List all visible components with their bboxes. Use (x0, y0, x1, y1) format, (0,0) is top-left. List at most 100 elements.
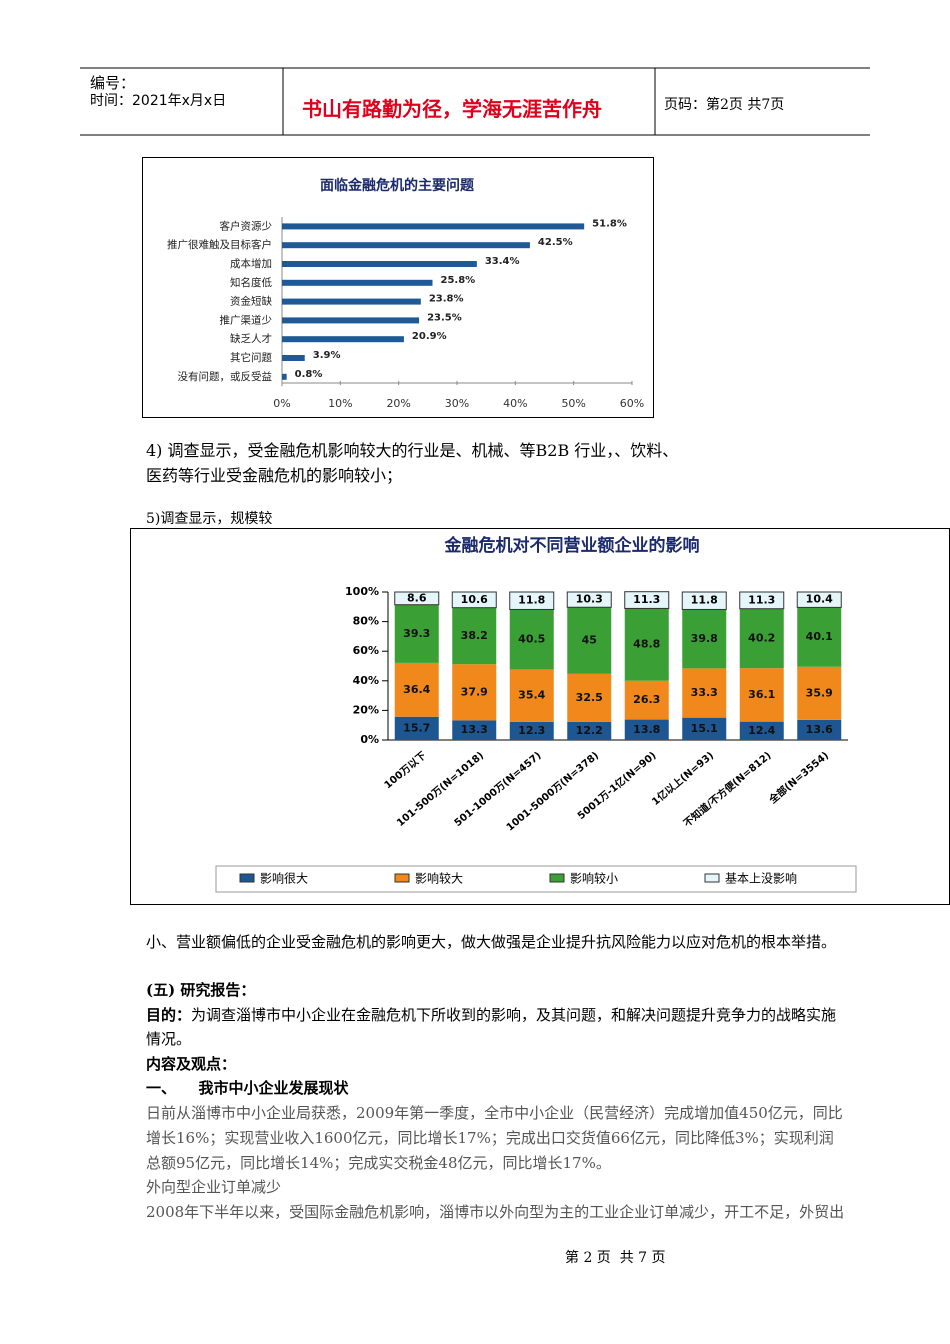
value-label: 8.6 (407, 591, 427, 604)
bar-segment (797, 666, 842, 720)
value-label: 3.9% (313, 350, 341, 361)
value-label: 39.8 (691, 632, 718, 645)
value-label: 51.8% (592, 218, 627, 229)
value-label: 13.6 (806, 723, 833, 736)
bar (282, 317, 420, 324)
x-tick-label: 1亿以上(N=93) (649, 749, 716, 808)
legend-box (215, 865, 857, 893)
value-label: 40.1 (806, 630, 833, 643)
legend-swatch (549, 873, 565, 883)
label: 目的： (146, 1006, 192, 1024)
value-label: 25.8% (441, 275, 476, 286)
bar-segment (682, 717, 727, 740)
bar-segment (509, 721, 554, 740)
value-label: 10.6 (461, 593, 488, 606)
bar-segment (509, 591, 555, 610)
bar-segment (566, 591, 612, 608)
value-label: 10.3 (576, 593, 603, 606)
y-tick-label: 0% (360, 733, 379, 746)
bar-segment (739, 591, 785, 610)
value-label: 15.7 (403, 721, 430, 734)
chart-title: 金融危机对不同营业额企业的影响 (444, 535, 700, 556)
bar (282, 223, 585, 230)
value-label: 35.4 (518, 689, 545, 702)
paragraph: 5)调查显示，规模较 (146, 511, 273, 527)
y-tick-label: 知名度低 (230, 276, 272, 289)
bar-segment (509, 669, 554, 722)
value-label: 36.4 (403, 683, 430, 696)
value-label: 33.4% (485, 256, 520, 267)
bar-segment (624, 719, 669, 740)
value-label: 32.5 (576, 691, 603, 704)
chart-title: 面临金融危机的主要问题 (320, 177, 475, 194)
bar-segment (394, 604, 439, 663)
x-tick-label: 40% (503, 397, 527, 410)
bar-segment (394, 591, 440, 606)
paragraph: 增长16%；实现营业收入1600亿元，同比增长17%；完成出口交货值66亿元，同… (146, 1129, 834, 1147)
bar-segment (567, 721, 612, 740)
legend-swatch (239, 873, 255, 883)
value-label: 23.8% (429, 294, 464, 305)
value-label: 35.9 (806, 686, 833, 699)
y-tick-label: 60% (353, 644, 379, 657)
bar-segment (624, 608, 669, 681)
bar (282, 373, 287, 380)
bar (282, 336, 404, 343)
value-label: 12.4 (748, 724, 775, 737)
heading: 一、 我市中小企业发展现状 (146, 1079, 349, 1097)
y-tick-label: 20% (353, 703, 379, 716)
value-label: 11.3 (748, 593, 775, 606)
bar-segment (682, 668, 727, 718)
bar-segment (567, 607, 612, 674)
bar (282, 261, 477, 267)
paragraph: 小、营业额偏低的企业受金融危机的影响更大，做大做强是企业提升抗风险能力以应对危机… (146, 933, 837, 951)
y-tick-label: 100% (345, 585, 379, 598)
value-label: 45 (582, 634, 597, 647)
number: 编号： (90, 74, 136, 92)
paragraph: 4) 调查显示，受金融危机影响较大的行业是、机械、等B2B 行业，、饮料、 (146, 441, 679, 460)
value-label: 37.9 (461, 685, 488, 698)
paragraph: 总额95亿元，同比增长14%；完成实交税金48亿元，同比增长17%。 (146, 1154, 611, 1172)
x-tick-label: 不知道/不方便(N=812) (681, 749, 774, 830)
y-tick-label: 推广很难触及目标客户 (167, 238, 272, 251)
time: 时间：2021年x月x日 (90, 93, 227, 109)
bar (282, 298, 421, 305)
bar-segment (452, 664, 497, 721)
bar-segment (451, 591, 497, 609)
value-label: 11.8 (518, 594, 545, 607)
heading: 外向型企业订单减少 (146, 1178, 282, 1196)
label: 内容及观点： (146, 1055, 237, 1073)
bar (282, 355, 305, 361)
value-label: 15.1 (691, 722, 718, 735)
x-tick-label: 全部(N=3554) (766, 749, 832, 807)
motto: 书山有路勤为径，学海无涯苦作舟 (302, 97, 602, 121)
y-tick-label: 成本增加 (230, 257, 272, 270)
bar-segment (394, 662, 439, 717)
y-tick-label: 40% (353, 674, 379, 687)
bar-segment (452, 720, 497, 740)
paragraph: 情况。 (146, 1030, 192, 1048)
legend-label: 影响很大 (260, 871, 308, 886)
bar-segment (624, 591, 670, 609)
y-tick-label: 缺乏人才 (230, 332, 272, 345)
bar-segment (567, 673, 612, 722)
value-label: 42.5% (538, 237, 573, 248)
bar-segment (797, 719, 842, 740)
value-label: 12.3 (518, 724, 545, 737)
bar (282, 242, 530, 249)
bar-segment (796, 591, 842, 608)
y-tick-label: 推广渠道少 (220, 313, 273, 326)
legend-swatch (394, 873, 410, 883)
paragraph: 为调查淄博市中小企业在金融危机下所收到的影响，及其问题，和解决问题提升竞争力的战… (191, 1006, 837, 1024)
value-label: 48.8 (633, 638, 660, 651)
value-label: 0.8% (295, 369, 323, 380)
value-label: 23.5% (427, 312, 462, 323)
x-tick-label: 0% (273, 397, 290, 410)
paragraph: 医药等行业受金融危机的影响较小； (146, 466, 403, 485)
paragraph: 2008年下半年以来，受国际金融危机影响，淄博市以外向型为主的工业企业订单减少，… (146, 1203, 845, 1221)
value-label: 26.3 (633, 693, 660, 706)
y-tick-label: 资金短缺 (230, 295, 272, 308)
value-label: 11.3 (633, 593, 660, 606)
value-label: 36.1 (748, 688, 775, 701)
